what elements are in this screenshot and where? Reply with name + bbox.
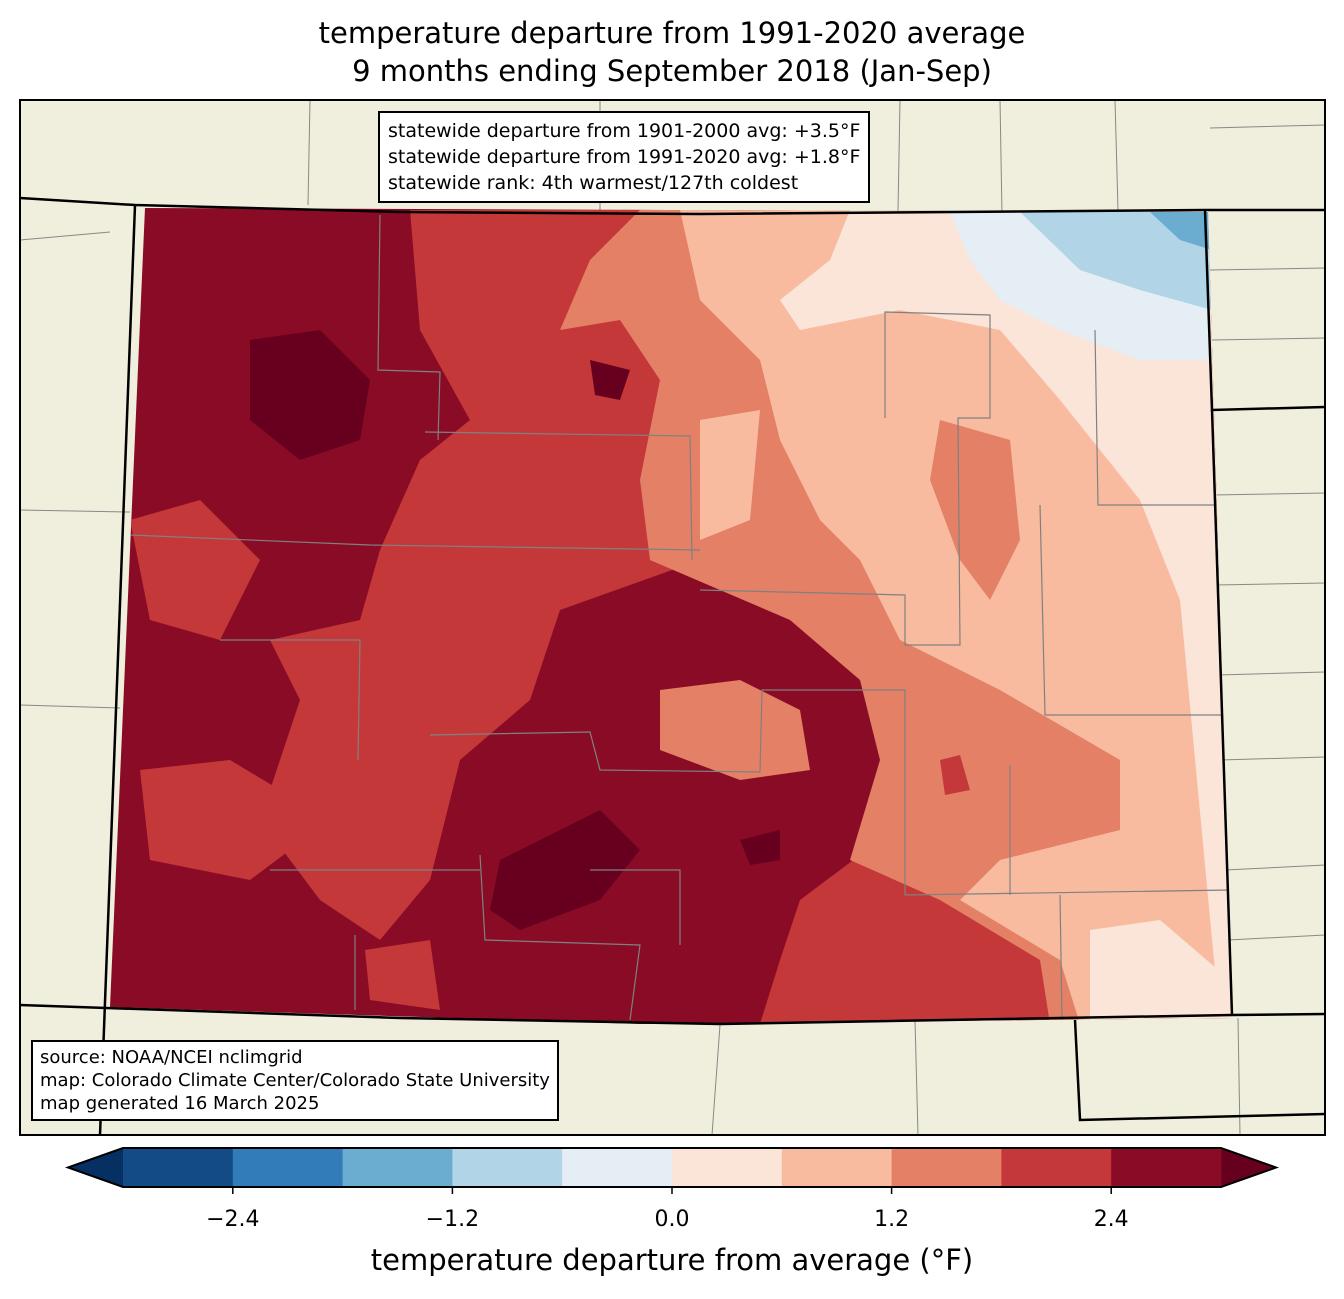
colorbar-tick-label: 2.4 — [1093, 1207, 1129, 1232]
colorbar — [65, 1147, 1279, 1194]
colorbar-bin — [562, 1148, 673, 1187]
colorbar-bin — [342, 1148, 453, 1187]
map-frame — [19, 99, 1326, 1136]
map-title-line2: 9 months ending September 2018 (Jan-Sep) — [352, 54, 992, 88]
colorbar-extend-low — [68, 1148, 123, 1187]
colorbar-bin — [672, 1148, 783, 1187]
temperature-fill — [110, 208, 1232, 1024]
colorbar-bin — [1001, 1148, 1112, 1187]
colorbar-tick-label: −1.2 — [425, 1207, 480, 1232]
colorbar-bin — [781, 1148, 893, 1187]
county-lines — [129, 214, 1231, 1021]
state-borders — [19, 196, 1326, 1136]
map-credit-line: map: Colorado Climate Center/Colorado St… — [40, 1070, 550, 1091]
source-box: source: NOAA/NCEI nclimgrid map: Colorad… — [31, 1040, 559, 1121]
colorbar-bin — [123, 1148, 234, 1187]
colorbar-tick-label: −2.4 — [206, 1207, 260, 1232]
neighbor-county-lines — [20, 100, 1325, 1135]
colorbar-tick-label: 1.2 — [874, 1207, 910, 1232]
source-line: source: NOAA/NCEI nclimgrid — [40, 1047, 303, 1068]
colorbar-tick-label: 0.0 — [654, 1207, 690, 1232]
colorbar-bin — [452, 1148, 563, 1187]
stats-line-rank: statewide rank: 4th warmest/127th coldes… — [388, 172, 799, 194]
map-title-line1: temperature departure from 1991-2020 ave… — [318, 16, 1026, 50]
colorbar-bin — [1111, 1148, 1222, 1187]
colorbar-extend-high — [1221, 1148, 1276, 1187]
generated-date-line: map generated 16 March 2025 — [40, 1093, 320, 1114]
colorbar-outline — [65, 1147, 1279, 1188]
colorbar-bin — [891, 1148, 1002, 1187]
stats-line-1991-2020: statewide departure from 1991-2020 avg: … — [388, 146, 861, 168]
stats-line-1901-2000: statewide departure from 1901-2000 avg: … — [388, 120, 861, 142]
colorbar-bin — [232, 1148, 344, 1187]
statewide-stats-box: statewide departure from 1901-2000 avg: … — [378, 111, 871, 203]
colorbar-label: temperature departure from average (°F) — [370, 1243, 974, 1277]
